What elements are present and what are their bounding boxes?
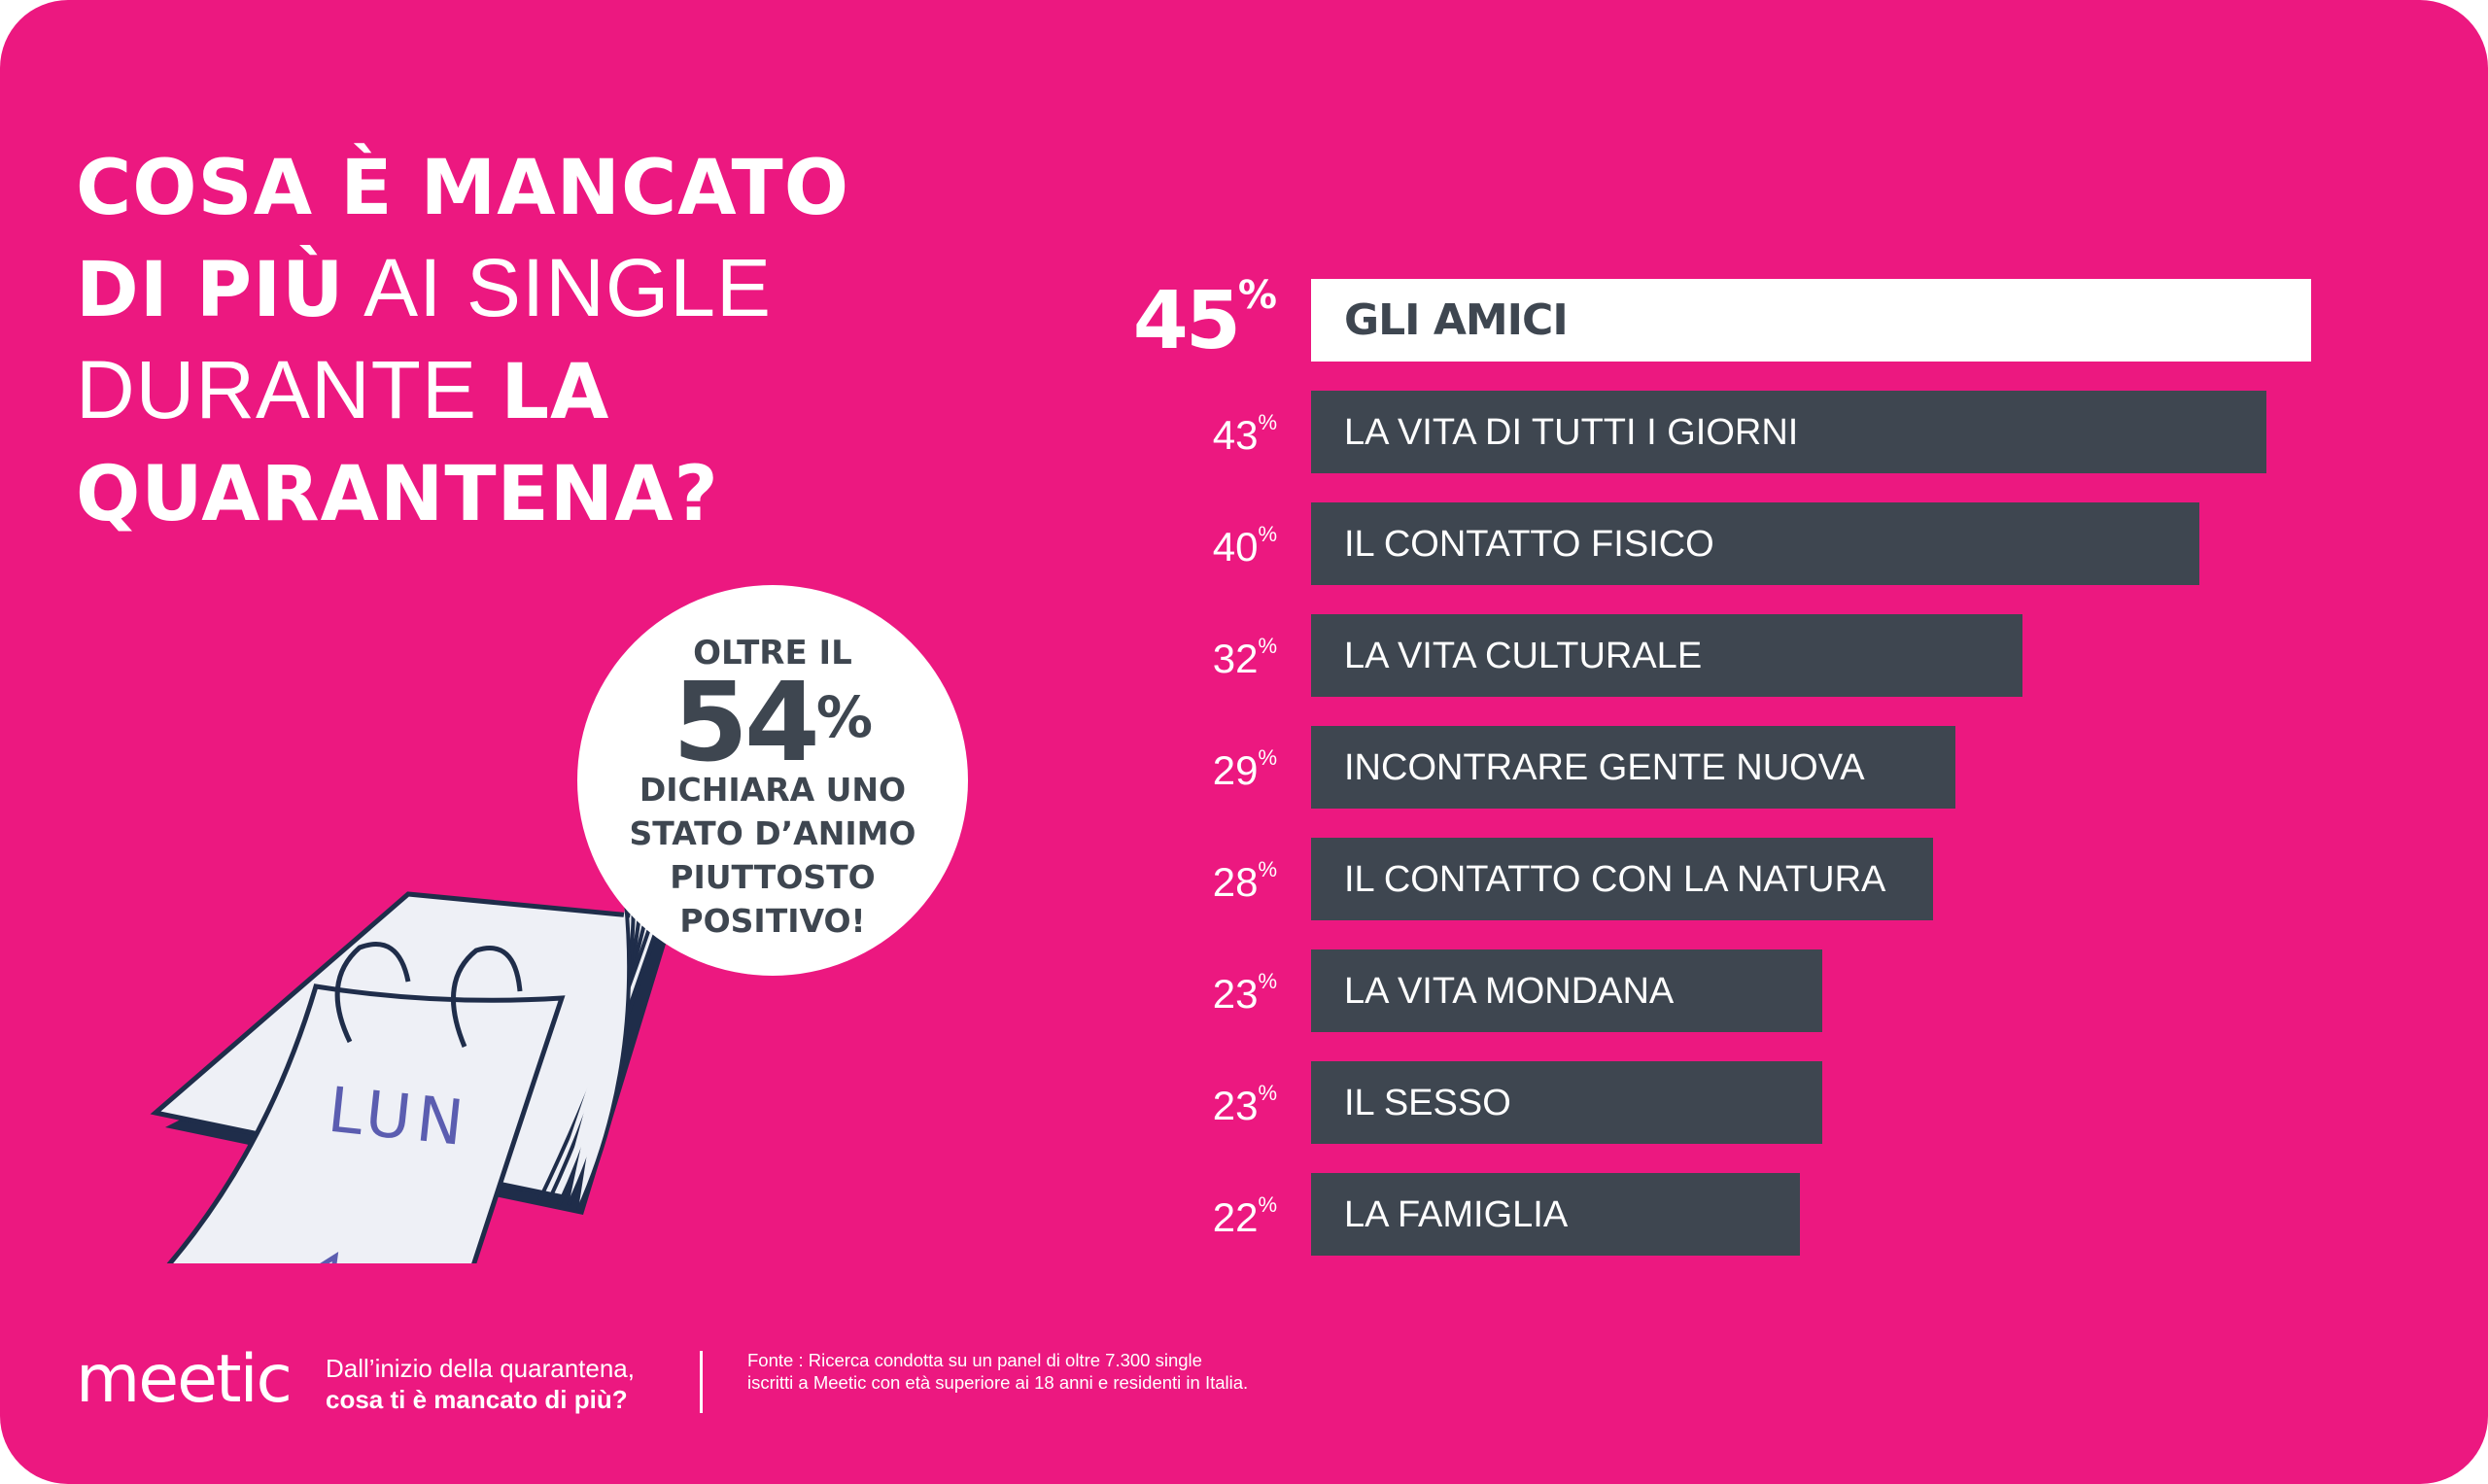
value-label: 32% <box>1083 634 1277 682</box>
bar: LA VITA CULTURALE <box>1311 614 2022 697</box>
value-unit: % <box>1258 410 1277 434</box>
bar-row: 32% LA VITA CULTURALE <box>0 614 2488 697</box>
caret-mark <box>320 1252 339 1263</box>
page-title: COSA È MANCATO DI PIÙ AI SINGLE DURANTE … <box>76 136 849 544</box>
callout-text: DICHIARA UNO STATO D’ANIMO PIUTTOSTO POS… <box>577 768 968 943</box>
question-line-2: cosa ti è mancato di più? <box>326 1385 628 1414</box>
title-line-4: QUARANTENA? <box>76 451 719 538</box>
value-unit: % <box>1258 522 1277 546</box>
calendar-day-text: LUN <box>325 1075 472 1161</box>
callout-top: OLTRE IL <box>693 634 852 673</box>
callout-value: 54% <box>577 665 968 781</box>
bar-label: INCONTRARE GENTE NUOVA <box>1344 747 1865 788</box>
footer-question: Dall’inizio della quarantena, cosa ti è … <box>326 1353 635 1415</box>
value-number: 29 <box>1212 747 1259 793</box>
bar: IL SESSO <box>1311 1061 1822 1144</box>
value-label: 40% <box>1083 522 1277 570</box>
bar-label: LA VITA MONDANA <box>1344 971 1675 1012</box>
bar-label: IL SESSO <box>1344 1083 1511 1123</box>
bar: INCONTRARE GENTE NUOVA <box>1311 726 1955 809</box>
bar-label: LA FAMIGLIA <box>1344 1194 1569 1235</box>
value-label: 43% <box>1083 410 1277 459</box>
bar-row: 23% IL SESSO <box>0 1061 2488 1144</box>
value-number: 45 <box>1132 275 1241 367</box>
value-number: 22 <box>1212 1194 1259 1240</box>
bar-row: 43% LA VITA DI TUTTI I GIORNI <box>0 391 2488 473</box>
title-line-1: COSA È MANCATO <box>76 145 850 232</box>
callout-line: PIUTTOSTO <box>670 858 876 896</box>
bar-label: IL CONTATTO FISICO <box>1344 524 1714 565</box>
bar-label: IL CONTATTO CON LA NATURA <box>1344 859 1886 900</box>
value-unit: % <box>1258 1192 1277 1217</box>
value-unit: % <box>1237 273 1277 318</box>
value-unit: % <box>1258 634 1277 658</box>
value-unit: % <box>1258 1081 1277 1105</box>
ring-icon <box>334 942 411 1044</box>
bar-label: LA VITA CULTURALE <box>1344 636 1703 676</box>
title-line-2-regular: AI SINGLE <box>363 242 772 333</box>
value-unit: % <box>1258 857 1277 881</box>
value-number: 28 <box>1212 859 1259 905</box>
value-unit: % <box>1258 969 1277 993</box>
title-line-2-bold: DI PIÙ <box>76 247 345 334</box>
value-number: 23 <box>1212 971 1259 1017</box>
value-label: 28% <box>1083 857 1277 906</box>
question-line-1: Dall’inizio della quarantena, <box>326 1354 635 1383</box>
bar: LA FAMIGLIA <box>1311 1173 1800 1256</box>
ring-icon <box>451 946 523 1048</box>
bar-label: LA VITA DI TUTTI I GIORNI <box>1344 412 1799 453</box>
bar: LA VITA DI TUTTI I GIORNI <box>1311 391 2266 473</box>
value-number: 43 <box>1212 412 1259 458</box>
value-label: 23% <box>1083 969 1277 1018</box>
bar-row: 28% IL CONTATTO CON LA NATURA <box>0 838 2488 920</box>
bar-row: 22% LA FAMIGLIA <box>0 1173 2488 1256</box>
callout-unit: % <box>815 684 873 750</box>
callout-line: DICHIARA UNO <box>639 771 907 809</box>
title-line-3-regular: DURANTE <box>76 344 478 435</box>
value-label: 45% <box>1083 273 1277 367</box>
callout-line: STATO D’ANIMO <box>629 814 916 852</box>
value-label: 23% <box>1083 1081 1277 1129</box>
bar-row: 29% INCONTRARE GENTE NUOVA <box>0 726 2488 809</box>
callout-circle: OLTRE IL 54% DICHIARA UNO STATO D’ANIMO … <box>577 585 968 976</box>
callout-line: POSITIVO! <box>679 902 866 940</box>
bar: LA VITA MONDANA <box>1311 949 1822 1032</box>
bar-row: 45% GLI AMICI <box>0 273 2488 367</box>
bar-label: GLI AMICI <box>1344 295 1569 345</box>
value-label: 22% <box>1083 1192 1277 1241</box>
bar-row: 23% LA VITA MONDANA <box>0 949 2488 1032</box>
source-note: Fonte : Ricerca condotta su un panel di … <box>747 1350 1249 1393</box>
value-number: 32 <box>1212 636 1259 681</box>
bar: GLI AMICI <box>1311 279 2311 362</box>
title-line-3-bold: LA <box>501 349 610 436</box>
footer-divider <box>700 1351 703 1413</box>
calendar-illustration: LUN <box>150 891 671 1263</box>
callout-number: 54 <box>673 660 820 786</box>
meetic-logo: meetic <box>76 1341 293 1418</box>
bar-row: 40% IL CONTATTO FISICO <box>0 502 2488 585</box>
bar: IL CONTATTO CON LA NATURA <box>1311 838 1934 920</box>
value-label: 29% <box>1083 745 1277 794</box>
value-number: 23 <box>1212 1083 1259 1128</box>
value-number: 40 <box>1212 524 1259 569</box>
value-unit: % <box>1258 745 1277 770</box>
bar: IL CONTATTO FISICO <box>1311 502 2200 585</box>
